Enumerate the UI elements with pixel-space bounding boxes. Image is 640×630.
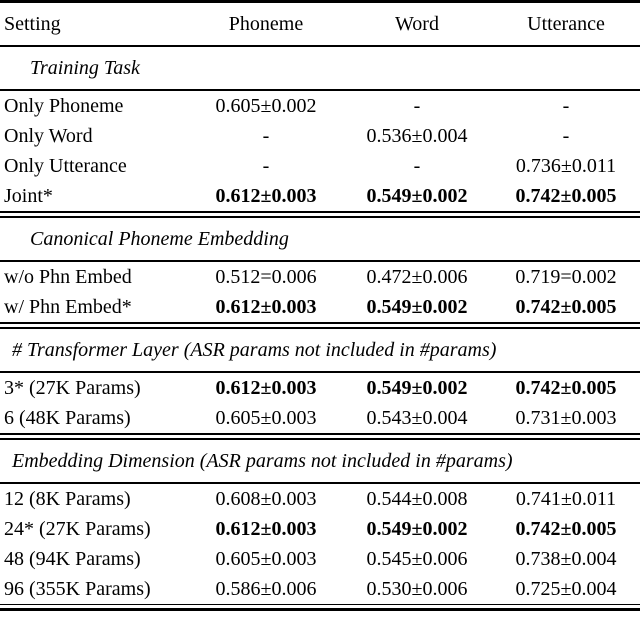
row-utterance-value: 0.742±0.005 <box>515 518 617 540</box>
row-word-value: 0.545±0.006 <box>366 548 468 570</box>
row-setting: 3* (27K Params) <box>4 377 141 399</box>
section-divider-rule <box>0 322 640 329</box>
row-setting: w/ Phn Embed* <box>4 296 132 318</box>
top-rule <box>0 0 640 3</box>
table-row: Only Utterance - - 0.736±0.011 <box>0 151 640 181</box>
row-word-value: 0.549±0.002 <box>366 185 468 207</box>
row-utterance-value: 0.731±0.003 <box>515 407 617 429</box>
table-row: Only Phoneme 0.605±0.002 - - <box>0 91 640 121</box>
row-setting: w/o Phn Embed <box>4 266 132 288</box>
row-phoneme-value: - <box>262 125 270 147</box>
table-row: w/o Phn Embed 0.512=0.006 0.472±0.006 0.… <box>0 262 640 292</box>
results-table: Setting Phoneme Word Utterance Training … <box>0 0 640 611</box>
table-row: Joint* 0.612±0.003 0.549±0.002 0.742±0.0… <box>0 181 640 211</box>
row-utterance-value: - <box>562 125 570 147</box>
section-header-label: Canonical Phoneme Embedding <box>30 228 289 250</box>
row-word-value: 0.549±0.002 <box>366 296 468 318</box>
header-rule <box>0 45 640 47</box>
row-word-value: 0.543±0.004 <box>366 407 468 429</box>
row-word-value: 0.544±0.008 <box>366 488 468 510</box>
row-utterance-value: 0.741±0.011 <box>515 488 617 510</box>
row-phoneme-value: 0.586±0.006 <box>215 578 317 600</box>
table-row: w/ Phn Embed* 0.612±0.003 0.549±0.002 0.… <box>0 292 640 322</box>
table-row: Only Word - 0.536±0.004 - <box>0 121 640 151</box>
section-rule <box>0 260 640 262</box>
section-header-embedding-dimension: Embedding Dimension (ASR params not incl… <box>0 440 640 482</box>
row-utterance-value: 0.742±0.005 <box>515 296 617 318</box>
row-setting: Only Word <box>4 125 93 147</box>
row-word-value: - <box>413 155 421 177</box>
section-header-training-task: Training Task <box>0 47 640 89</box>
column-header-row: Setting Phoneme Word Utterance <box>0 3 640 45</box>
row-phoneme-value: 0.608±0.003 <box>215 488 317 510</box>
row-word-value: - <box>413 95 421 117</box>
row-phoneme-value: 0.612±0.003 <box>215 377 317 399</box>
row-setting: 48 (94K Params) <box>4 548 141 570</box>
column-header-word: Word <box>395 13 439 35</box>
row-utterance-value: 0.719=0.002 <box>515 266 617 288</box>
bottom-rule <box>0 604 640 611</box>
table-row: 96 (355K Params) 0.586±0.006 0.530±0.006… <box>0 574 640 604</box>
section-rule <box>0 482 640 484</box>
section-header-label: Embedding Dimension (ASR params not incl… <box>12 450 513 472</box>
row-phoneme-value: - <box>262 155 270 177</box>
row-setting: 24* (27K Params) <box>4 518 151 540</box>
row-phoneme-value: 0.612±0.003 <box>215 185 317 207</box>
row-phoneme-value: 0.612±0.003 <box>215 518 317 540</box>
table-row: 48 (94K Params) 0.605±0.003 0.545±0.006 … <box>0 544 640 574</box>
section-header-canonical-phoneme-embedding: Canonical Phoneme Embedding <box>0 218 640 260</box>
section-rule <box>0 89 640 91</box>
row-setting: 96 (355K Params) <box>4 578 151 600</box>
row-setting: Only Utterance <box>4 155 127 177</box>
row-phoneme-value: 0.512=0.006 <box>215 266 317 288</box>
column-header-utterance: Utterance <box>527 13 605 35</box>
section-divider-rule <box>0 211 640 218</box>
row-utterance-value: - <box>562 95 570 117</box>
row-phoneme-value: 0.605±0.002 <box>215 95 317 117</box>
row-utterance-value: 0.742±0.005 <box>515 185 617 207</box>
row-utterance-value: 0.736±0.011 <box>515 155 617 177</box>
table-row: 3* (27K Params) 0.612±0.003 0.549±0.002 … <box>0 373 640 403</box>
section-divider-rule <box>0 433 640 440</box>
row-setting: 12 (8K Params) <box>4 488 131 510</box>
column-header-setting: Setting <box>4 13 61 35</box>
row-phoneme-value: 0.612±0.003 <box>215 296 317 318</box>
section-header-label: # Transformer Layer (ASR params not incl… <box>12 339 497 361</box>
row-word-value: 0.549±0.002 <box>366 377 468 399</box>
row-setting: Only Phoneme <box>4 95 124 117</box>
section-rule <box>0 371 640 373</box>
row-word-value: 0.549±0.002 <box>366 518 468 540</box>
table-row: 24* (27K Params) 0.612±0.003 0.549±0.002… <box>0 514 640 544</box>
row-phoneme-value: 0.605±0.003 <box>215 407 317 429</box>
column-header-phoneme: Phoneme <box>228 13 304 35</box>
row-setting: Joint* <box>4 185 53 207</box>
row-utterance-value: 0.725±0.004 <box>515 578 617 600</box>
row-word-value: 0.530±0.006 <box>366 578 468 600</box>
row-word-value: 0.536±0.004 <box>366 125 468 147</box>
row-utterance-value: 0.742±0.005 <box>515 377 617 399</box>
section-header-transformer-layer: # Transformer Layer (ASR params not incl… <box>0 329 640 371</box>
row-phoneme-value: 0.605±0.003 <box>215 548 317 570</box>
row-word-value: 0.472±0.006 <box>366 266 468 288</box>
row-setting: 6 (48K Params) <box>4 407 131 429</box>
section-header-label: Training Task <box>30 57 140 79</box>
table-row: 12 (8K Params) 0.608±0.003 0.544±0.008 0… <box>0 484 640 514</box>
table-row: 6 (48K Params) 0.605±0.003 0.543±0.004 0… <box>0 403 640 433</box>
row-utterance-value: 0.738±0.004 <box>515 548 617 570</box>
